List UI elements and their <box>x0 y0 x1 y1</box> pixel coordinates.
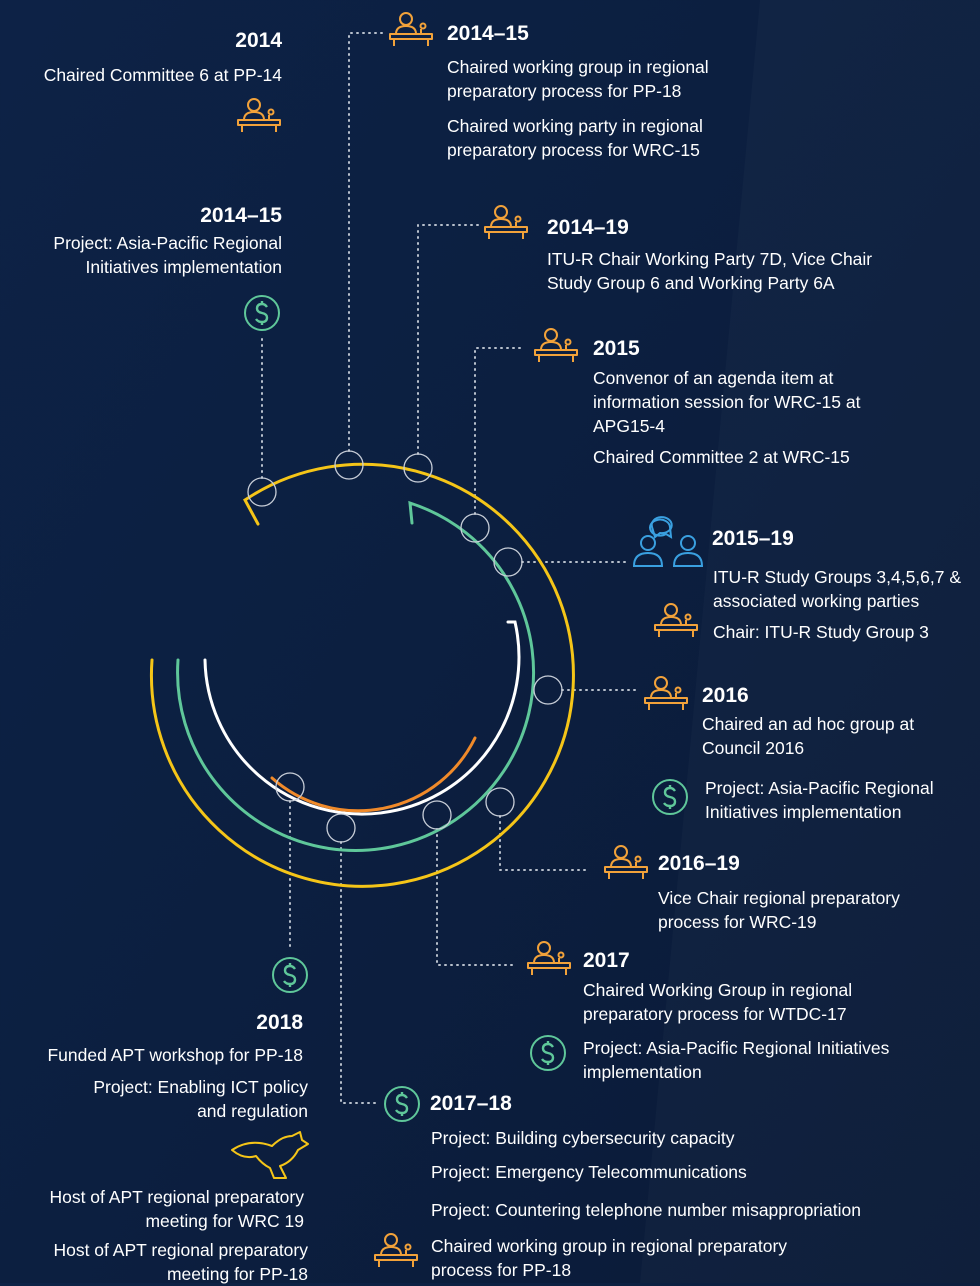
item: Project: Enabling ICT policy and regulat… <box>93 1077 308 1121</box>
year: 2016 <box>702 684 749 707</box>
item: Project: Asia-Pacific Regional Initiativ… <box>705 778 934 822</box>
year: 2015 <box>593 337 640 360</box>
year: 2017 <box>583 949 630 972</box>
item: Project: Asia-Pacific Regional Initiativ… <box>583 1038 890 1082</box>
arcs <box>149 462 575 888</box>
year: 2014 <box>235 29 282 52</box>
kangaroo-icon <box>231 1131 309 1179</box>
year: 2016–19 <box>658 852 740 875</box>
item: ITU-R Study Groups 3,4,5,6,7 & associate… <box>713 567 962 611</box>
item: Chaired an ad hoc group at Council 2016 <box>702 714 915 758</box>
year: 2014–19 <box>547 216 629 239</box>
item: Funded APT workshop for PP-18 <box>47 1045 303 1065</box>
item: Chaired Committee 6 at PP-14 <box>43 65 282 85</box>
year: 2017–18 <box>430 1092 512 1115</box>
people-icon <box>632 516 704 567</box>
item: Project: Emergency Telecommunications <box>431 1162 747 1182</box>
item: Chaired working group in regional prepar… <box>447 57 709 101</box>
connectors <box>261 32 641 1104</box>
item: Chair: ITU-R Study Group 3 <box>713 622 929 642</box>
item: Project: Asia-Pacific Regional Initiativ… <box>53 233 282 277</box>
year: 2015–19 <box>712 527 794 550</box>
year: 2014–15 <box>447 22 529 45</box>
year: 2018 <box>256 1011 303 1034</box>
item: Host of APT regional preparatory meeting… <box>53 1240 308 1284</box>
nodes <box>247 450 563 843</box>
item: Chaired working party in regional prepar… <box>447 116 703 160</box>
item: Convenor of an agenda item at informatio… <box>593 368 861 436</box>
item: Vice Chair regional preparatory process … <box>658 888 900 932</box>
item: Project: Countering telephone number mis… <box>431 1200 861 1220</box>
item: ITU-R Chair Working Party 7D, Vice Chair… <box>547 249 873 293</box>
item: Chaired working group in regional prepar… <box>431 1236 788 1280</box>
item: Project: Building cybersecurity capacity <box>431 1128 735 1148</box>
item: Chaired Working Group in regional prepar… <box>583 980 853 1024</box>
year: 2014–15 <box>200 204 282 227</box>
item: Chaired Committee 2 at WRC-15 <box>593 447 850 467</box>
item: Host of APT regional preparatory meeting… <box>49 1187 304 1231</box>
